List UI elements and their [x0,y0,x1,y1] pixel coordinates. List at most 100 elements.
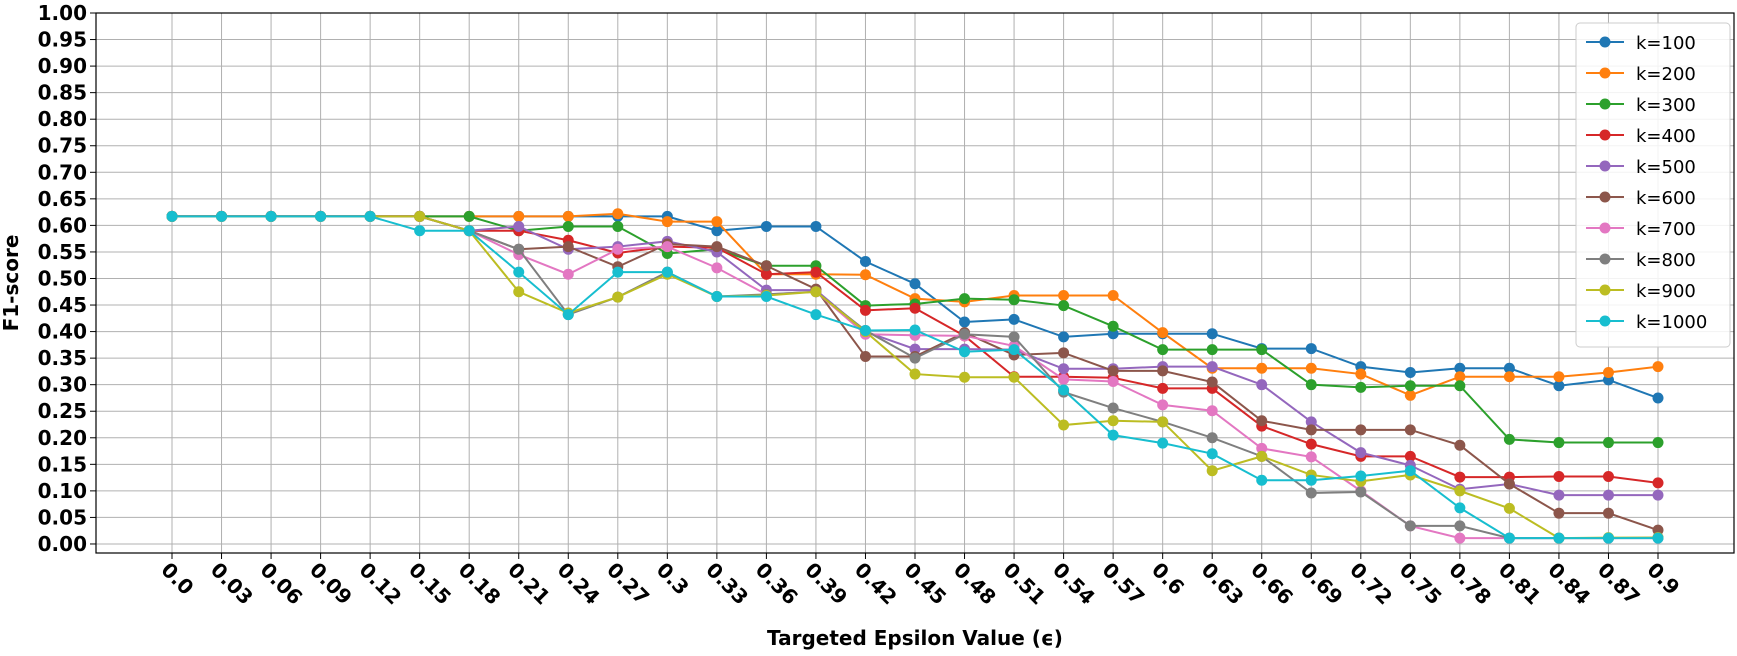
legend-marker [1599,191,1611,203]
x-tick-label: 0.72 [1345,558,1397,610]
data-point [909,324,921,336]
x-tick-label: 0.39 [800,558,852,610]
y-axis-label: F1-score [0,235,23,332]
data-point [1652,437,1664,449]
data-point [661,241,673,253]
x-tick-label: 0.0 [156,558,198,600]
data-point [1305,379,1317,391]
data-point [1553,371,1565,383]
data-point [1503,532,1515,544]
data-point [265,210,277,222]
y-tick-label: 0.55 [38,240,87,264]
data-point [859,255,871,267]
data-point [859,304,871,316]
data-point [1107,320,1119,332]
x-axis-label: Targeted Epsilon Value (ϵ) [767,626,1063,650]
data-point [1206,344,1218,356]
data-point [810,309,822,321]
data-point [1008,313,1020,325]
data-point [1503,478,1515,490]
legend-marker [1599,98,1611,110]
data-point [1602,489,1614,501]
y-tick-label: 0.00 [38,532,87,556]
data-point [315,210,327,222]
x-tick-label: 0.69 [1296,558,1348,610]
data-point [562,309,574,321]
data-point [1256,474,1268,486]
data-point [1404,465,1416,477]
x-tick-label: 0.18 [454,558,506,610]
legend-label: k=400 [1636,126,1696,147]
data-point [760,291,772,303]
legend: k=100 k=200 k=300 k=400 k=500 k=600 k=700 k=800… [1575,22,1731,348]
data-point [1602,366,1614,378]
data-point [562,210,574,222]
data-point [1256,344,1268,356]
data-point [1305,416,1317,428]
legend-label: k=700 [1636,219,1696,240]
data-point [1553,380,1565,392]
data-point [1602,507,1614,519]
data-point [513,210,525,222]
data-point [414,210,426,222]
data-point [1454,380,1466,392]
data-point [1503,371,1515,383]
data-point [1058,289,1070,301]
data-point [1256,442,1268,454]
data-point [1305,474,1317,486]
x-tick-label: 0.48 [949,558,1001,610]
x-tick-label: 0.45 [899,558,951,610]
data-point [166,210,178,222]
data-point [1206,465,1218,477]
data-point [959,328,971,340]
x-tick-label: 0.81 [1494,558,1546,610]
data-point [810,266,822,278]
data-point [612,291,624,303]
data-point [513,286,525,298]
x-tick-label: 0.84 [1543,558,1595,610]
data-point [859,269,871,281]
data-point [1058,331,1070,343]
data-point [760,220,772,232]
legend-marker [1599,222,1611,234]
y-tick-label: 0.70 [38,160,87,184]
legend-marker [1599,36,1611,48]
x-tick-label: 0.21 [503,558,555,610]
data-point [1454,371,1466,383]
data-point [1652,361,1664,373]
x-tick-label: 0.66 [1246,558,1298,610]
legend-label: k=100 [1636,33,1696,54]
x-tick-label: 0.36 [751,558,803,610]
x-tick-label: 0.33 [701,558,753,610]
x-tick-label: 0.09 [305,558,357,610]
x-tick-label: 0.15 [404,558,456,610]
y-tick-label: 0.65 [38,187,87,211]
data-point [1454,362,1466,374]
data-point [1454,520,1466,532]
data-point [1008,294,1020,306]
data-point [1404,366,1416,378]
data-point [1305,487,1317,499]
data-point [1454,471,1466,483]
y-tick-label: 0.95 [38,28,87,52]
legend-marker [1599,315,1611,327]
data-point [1157,416,1169,428]
data-point [959,316,971,328]
y-tick-label: 0.35 [38,346,87,370]
data-point [612,266,624,278]
data-point [1305,362,1317,374]
data-point [1206,376,1218,388]
data-point [1157,365,1169,377]
data-point [1256,415,1268,427]
y-tick-label: 0.75 [38,134,87,158]
data-point [1503,362,1515,374]
data-point [1256,450,1268,462]
data-point [810,286,822,298]
data-point [711,216,723,228]
data-point [1107,289,1119,301]
data-point [909,278,921,290]
data-point [1206,361,1218,373]
data-point [1107,429,1119,441]
data-point [1652,532,1664,544]
